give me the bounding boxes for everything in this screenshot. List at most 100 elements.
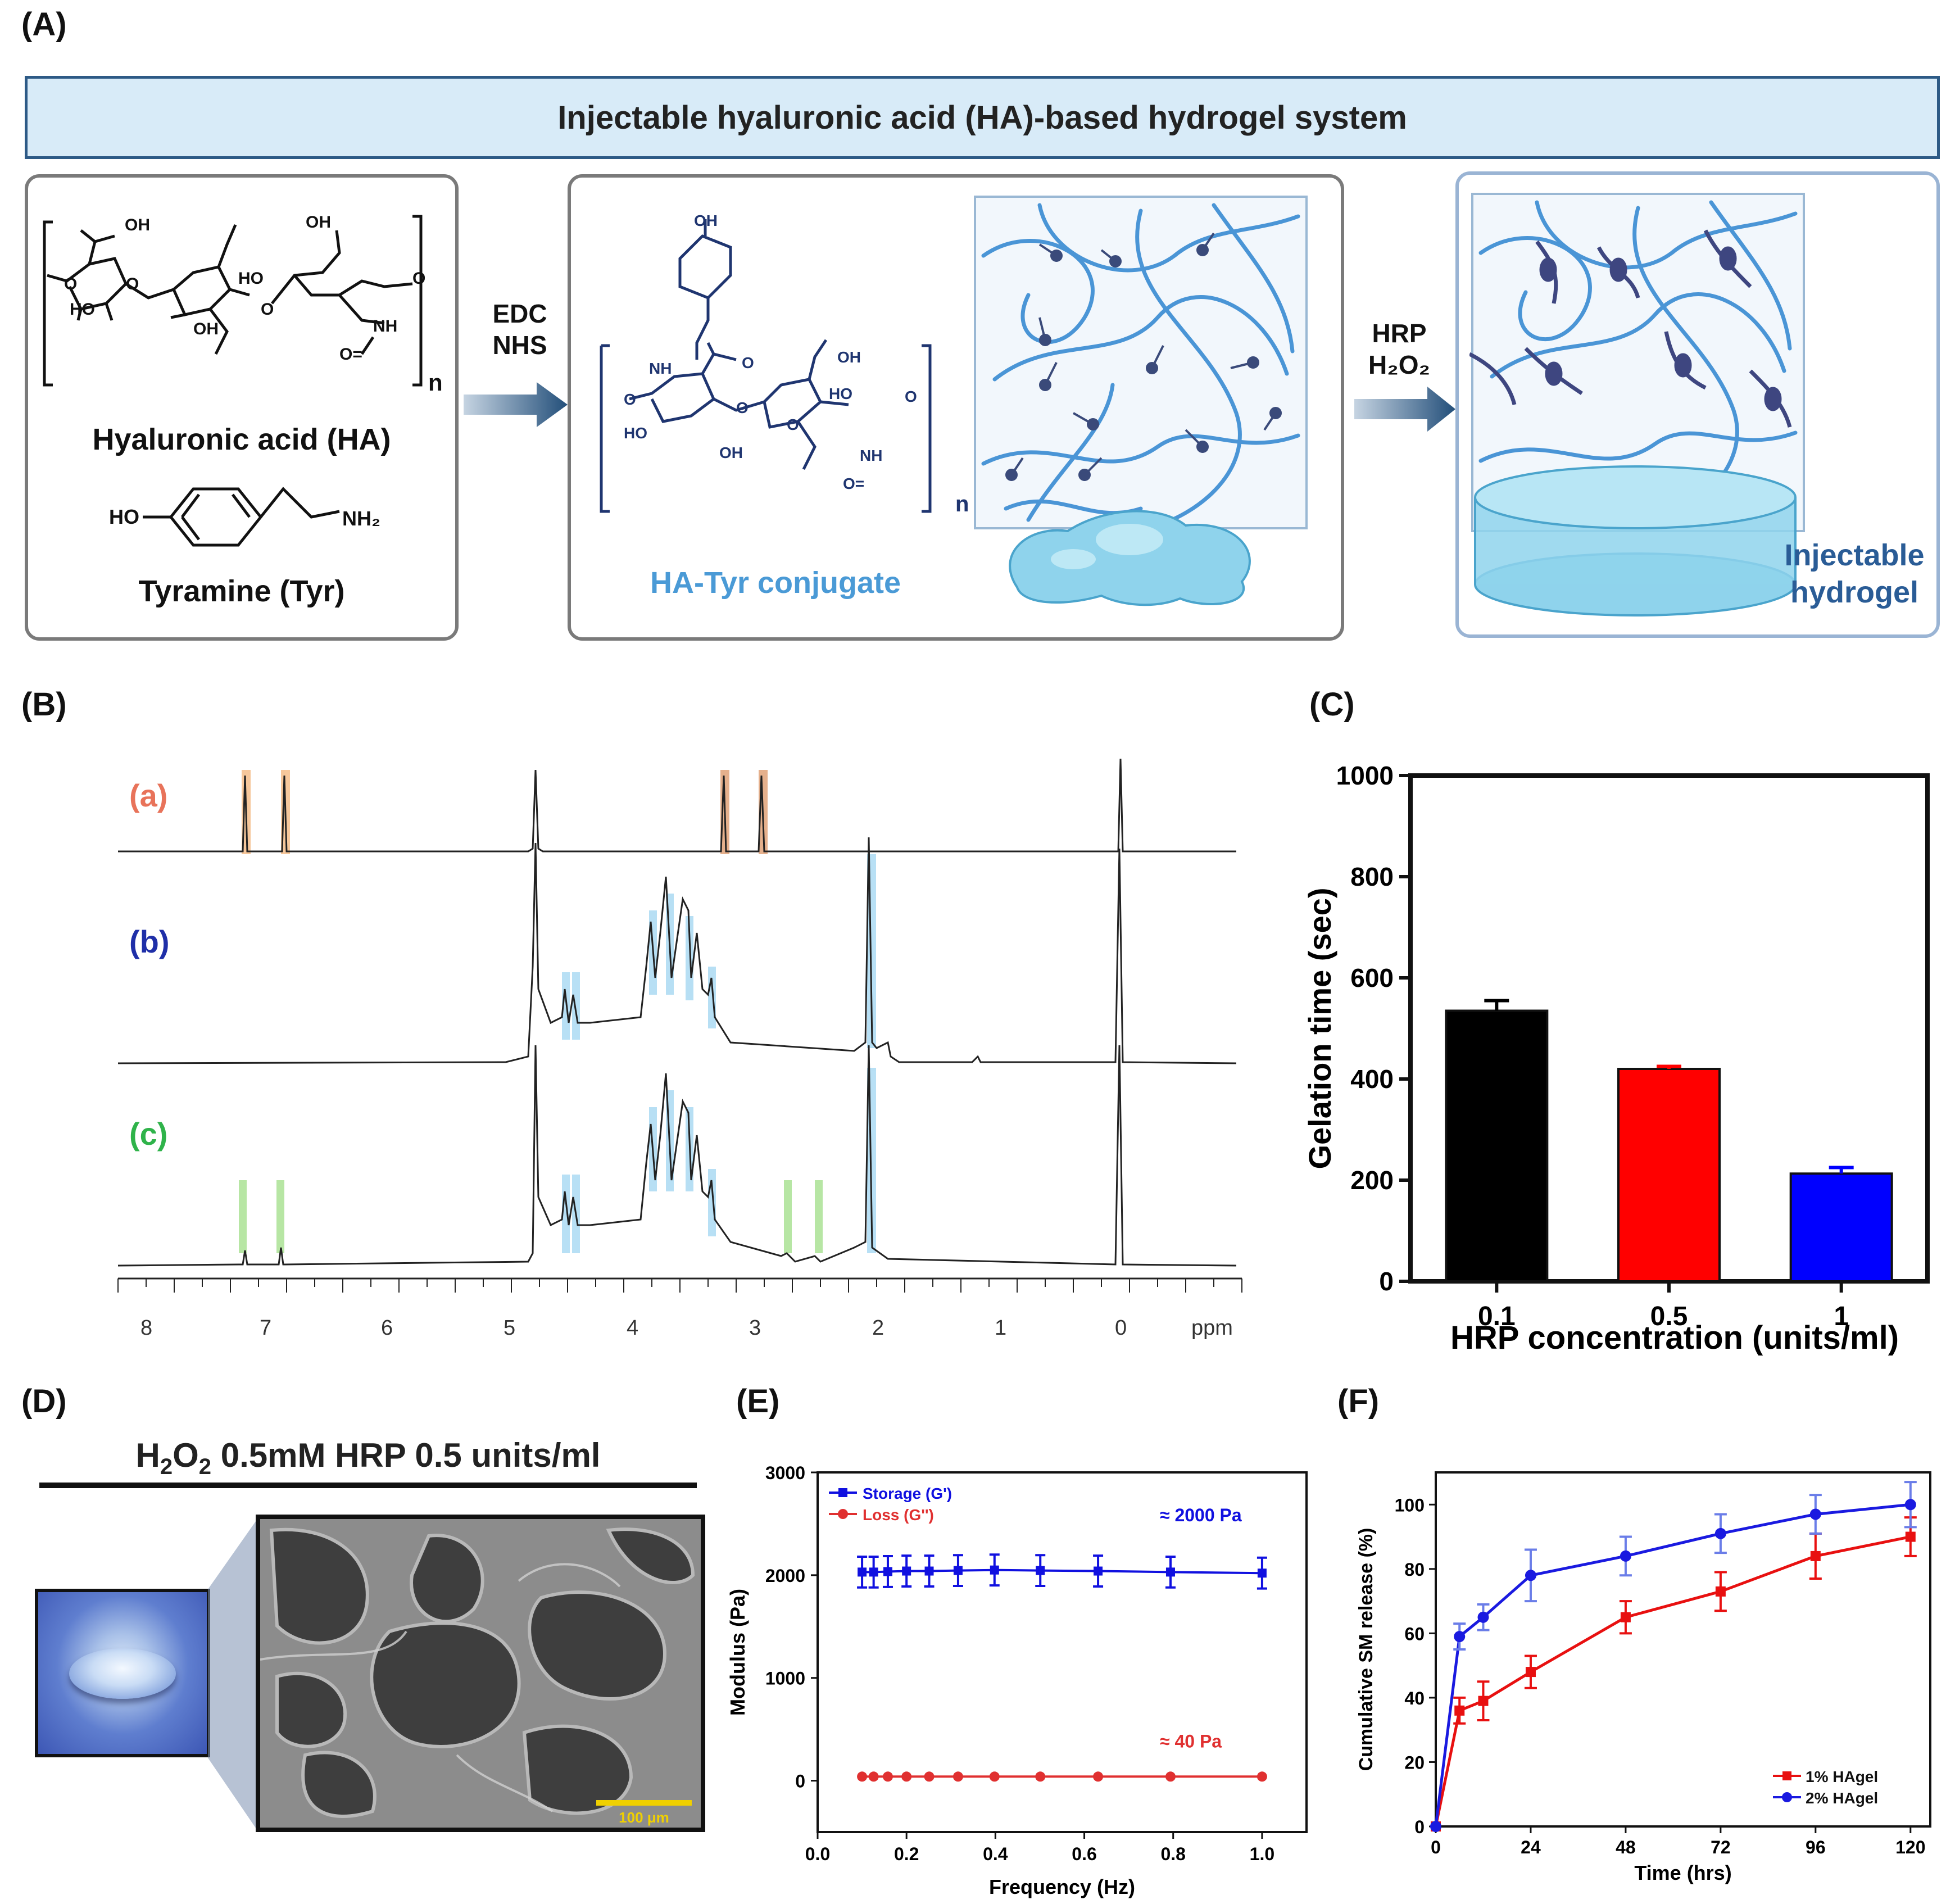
panel-label-e: (E) [736, 1383, 780, 1420]
svg-text:O: O [905, 388, 917, 405]
svg-text:OH: OH [193, 320, 219, 338]
data-point [1477, 1611, 1489, 1623]
data-point [869, 1567, 878, 1577]
data-point [857, 1771, 868, 1782]
svg-text:O: O [787, 416, 799, 433]
svg-text:NH: NH [649, 360, 672, 377]
data-point [1904, 1499, 1916, 1511]
legend-marker [838, 1488, 847, 1497]
y-axis-label: Cumulative SM release (%) [1355, 1528, 1377, 1771]
banner: Injectable hyaluronic acid (HA)-based hy… [25, 76, 1940, 159]
data-point [1525, 1570, 1536, 1581]
data-point [901, 1771, 912, 1782]
x-tick-label: 0.1 [1478, 1302, 1516, 1331]
x-axis-label: Time (hrs) [1634, 1861, 1731, 1884]
data-point [902, 1566, 911, 1576]
bar [1617, 1068, 1721, 1282]
ppm-tick: 8 [140, 1316, 152, 1340]
y-tick-label: 600 [1350, 963, 1394, 992]
crosslinked-network-icon [1469, 193, 1805, 616]
x-tick-label: 0.4 [983, 1844, 1008, 1864]
ppm-tick: 6 [381, 1316, 393, 1340]
x-tick-label: 120 [1895, 1837, 1925, 1857]
zoom-connector [208, 1517, 258, 1832]
data-point [1905, 1531, 1916, 1542]
scale-bar-label: 100 μm [619, 1809, 669, 1826]
data-point [1715, 1586, 1726, 1597]
chart-e: 0 1000 2000 3000 0.0 0.2 0.4 0.6 0.8 1.0 Storage (… [726, 1463, 1308, 1898]
bar [1789, 1172, 1893, 1282]
svg-text:OH: OH [719, 444, 743, 461]
x-tick-label: 48 [1616, 1837, 1636, 1857]
y-tick-label: 800 [1350, 862, 1394, 891]
data-point [953, 1566, 963, 1575]
x-tick-label: 1 [1834, 1302, 1849, 1331]
sem-image: 100 μm [256, 1515, 705, 1832]
hydrogel-label: Injectable hydrogel [1784, 538, 1925, 609]
data-point [1165, 1567, 1175, 1577]
svg-text:O: O [126, 275, 139, 293]
legend-label: 1% HAgel [1806, 1768, 1878, 1785]
svg-text:NH: NH [860, 447, 882, 464]
trace-label-c: (c) [129, 1116, 167, 1152]
x-tick-label: 0.0 [805, 1844, 830, 1864]
x-tick-label: 96 [1806, 1837, 1826, 1857]
annotation-loss: ≈ 40 Pa [1160, 1731, 1222, 1751]
data-point [1257, 1771, 1267, 1782]
trace-label-a: (a) [129, 778, 167, 813]
nmr-spectra: (a) (b) (c) 8 7 6 5 4 3 2 1 0 ppm [117, 758, 1242, 1340]
plot-frame [1435, 1471, 1931, 1828]
x-tick-label: 72 [1711, 1837, 1731, 1857]
svg-text:O: O [412, 269, 425, 288]
polymer-network-icon [974, 196, 1308, 606]
legend-label: 2% HAgel [1806, 1789, 1878, 1807]
y-tick-label: 0 [1379, 1267, 1394, 1296]
y-tick-label: 200 [1350, 1166, 1394, 1195]
data-point [1093, 1771, 1104, 1782]
x-tick-label: 1.0 [1250, 1844, 1274, 1864]
annotation-storage: ≈ 2000 Pa [1160, 1505, 1242, 1525]
svg-text:NH: NH [373, 317, 397, 336]
y-tick-label: 60 [1404, 1624, 1425, 1644]
bar [1445, 1009, 1549, 1282]
x-tick-label: 0.6 [1072, 1844, 1096, 1864]
panel-label-b: (B) [21, 686, 67, 723]
arrow-1-icon [464, 382, 568, 427]
panel-d-rule [39, 1483, 697, 1488]
ha-label: Hyaluronic acid (HA) [92, 423, 391, 456]
svg-text:OH: OH [837, 348, 861, 366]
svg-text:O=: O= [339, 345, 362, 364]
ppm-tick: 0 [1115, 1316, 1127, 1340]
y-tick-label: 40 [1404, 1688, 1425, 1708]
step1-label: EDC NHS [492, 299, 547, 360]
svg-text:HO: HO [624, 424, 647, 442]
conjugate-box [568, 174, 1344, 641]
data-point [1620, 1550, 1631, 1562]
x-axis-label: HRP concentration (units/ml) [1450, 1320, 1899, 1356]
gel-disk-icon [69, 1648, 176, 1699]
data-point [1454, 1631, 1466, 1643]
hydrogel-photo [35, 1589, 210, 1757]
legend-marker [838, 1509, 848, 1519]
ppm-tick: 2 [872, 1316, 884, 1340]
panel-label-f: (F) [1337, 1383, 1380, 1420]
plot-frame [817, 1471, 1308, 1833]
ppm-tick: 7 [260, 1316, 271, 1340]
conjugate-label: HA-Tyr conjugate [650, 566, 901, 600]
ha-box [25, 174, 459, 641]
chart-f: 0 20 40 60 80 100 0 24 48 72 96 120 1% HAgel 2% HAgel… [1355, 1471, 1931, 1884]
legend-marker [1782, 1771, 1791, 1780]
x-tick-label: 24 [1521, 1837, 1541, 1857]
y-tick-label: 0 [1414, 1817, 1425, 1837]
svg-text:HO: HO [109, 505, 139, 528]
x-axis-label: Frequency (Hz) [989, 1875, 1135, 1898]
svg-text:OH: OH [306, 213, 331, 232]
tyr-label: Tyramine (Tyr) [138, 574, 344, 608]
svg-text:OH: OH [125, 216, 150, 234]
ppm-tick: 3 [749, 1316, 761, 1340]
y-tick-label: 100 [1395, 1495, 1425, 1515]
data-point [1478, 1696, 1489, 1706]
arrow-2-icon [1354, 387, 1455, 432]
svg-text:O: O [742, 354, 754, 371]
